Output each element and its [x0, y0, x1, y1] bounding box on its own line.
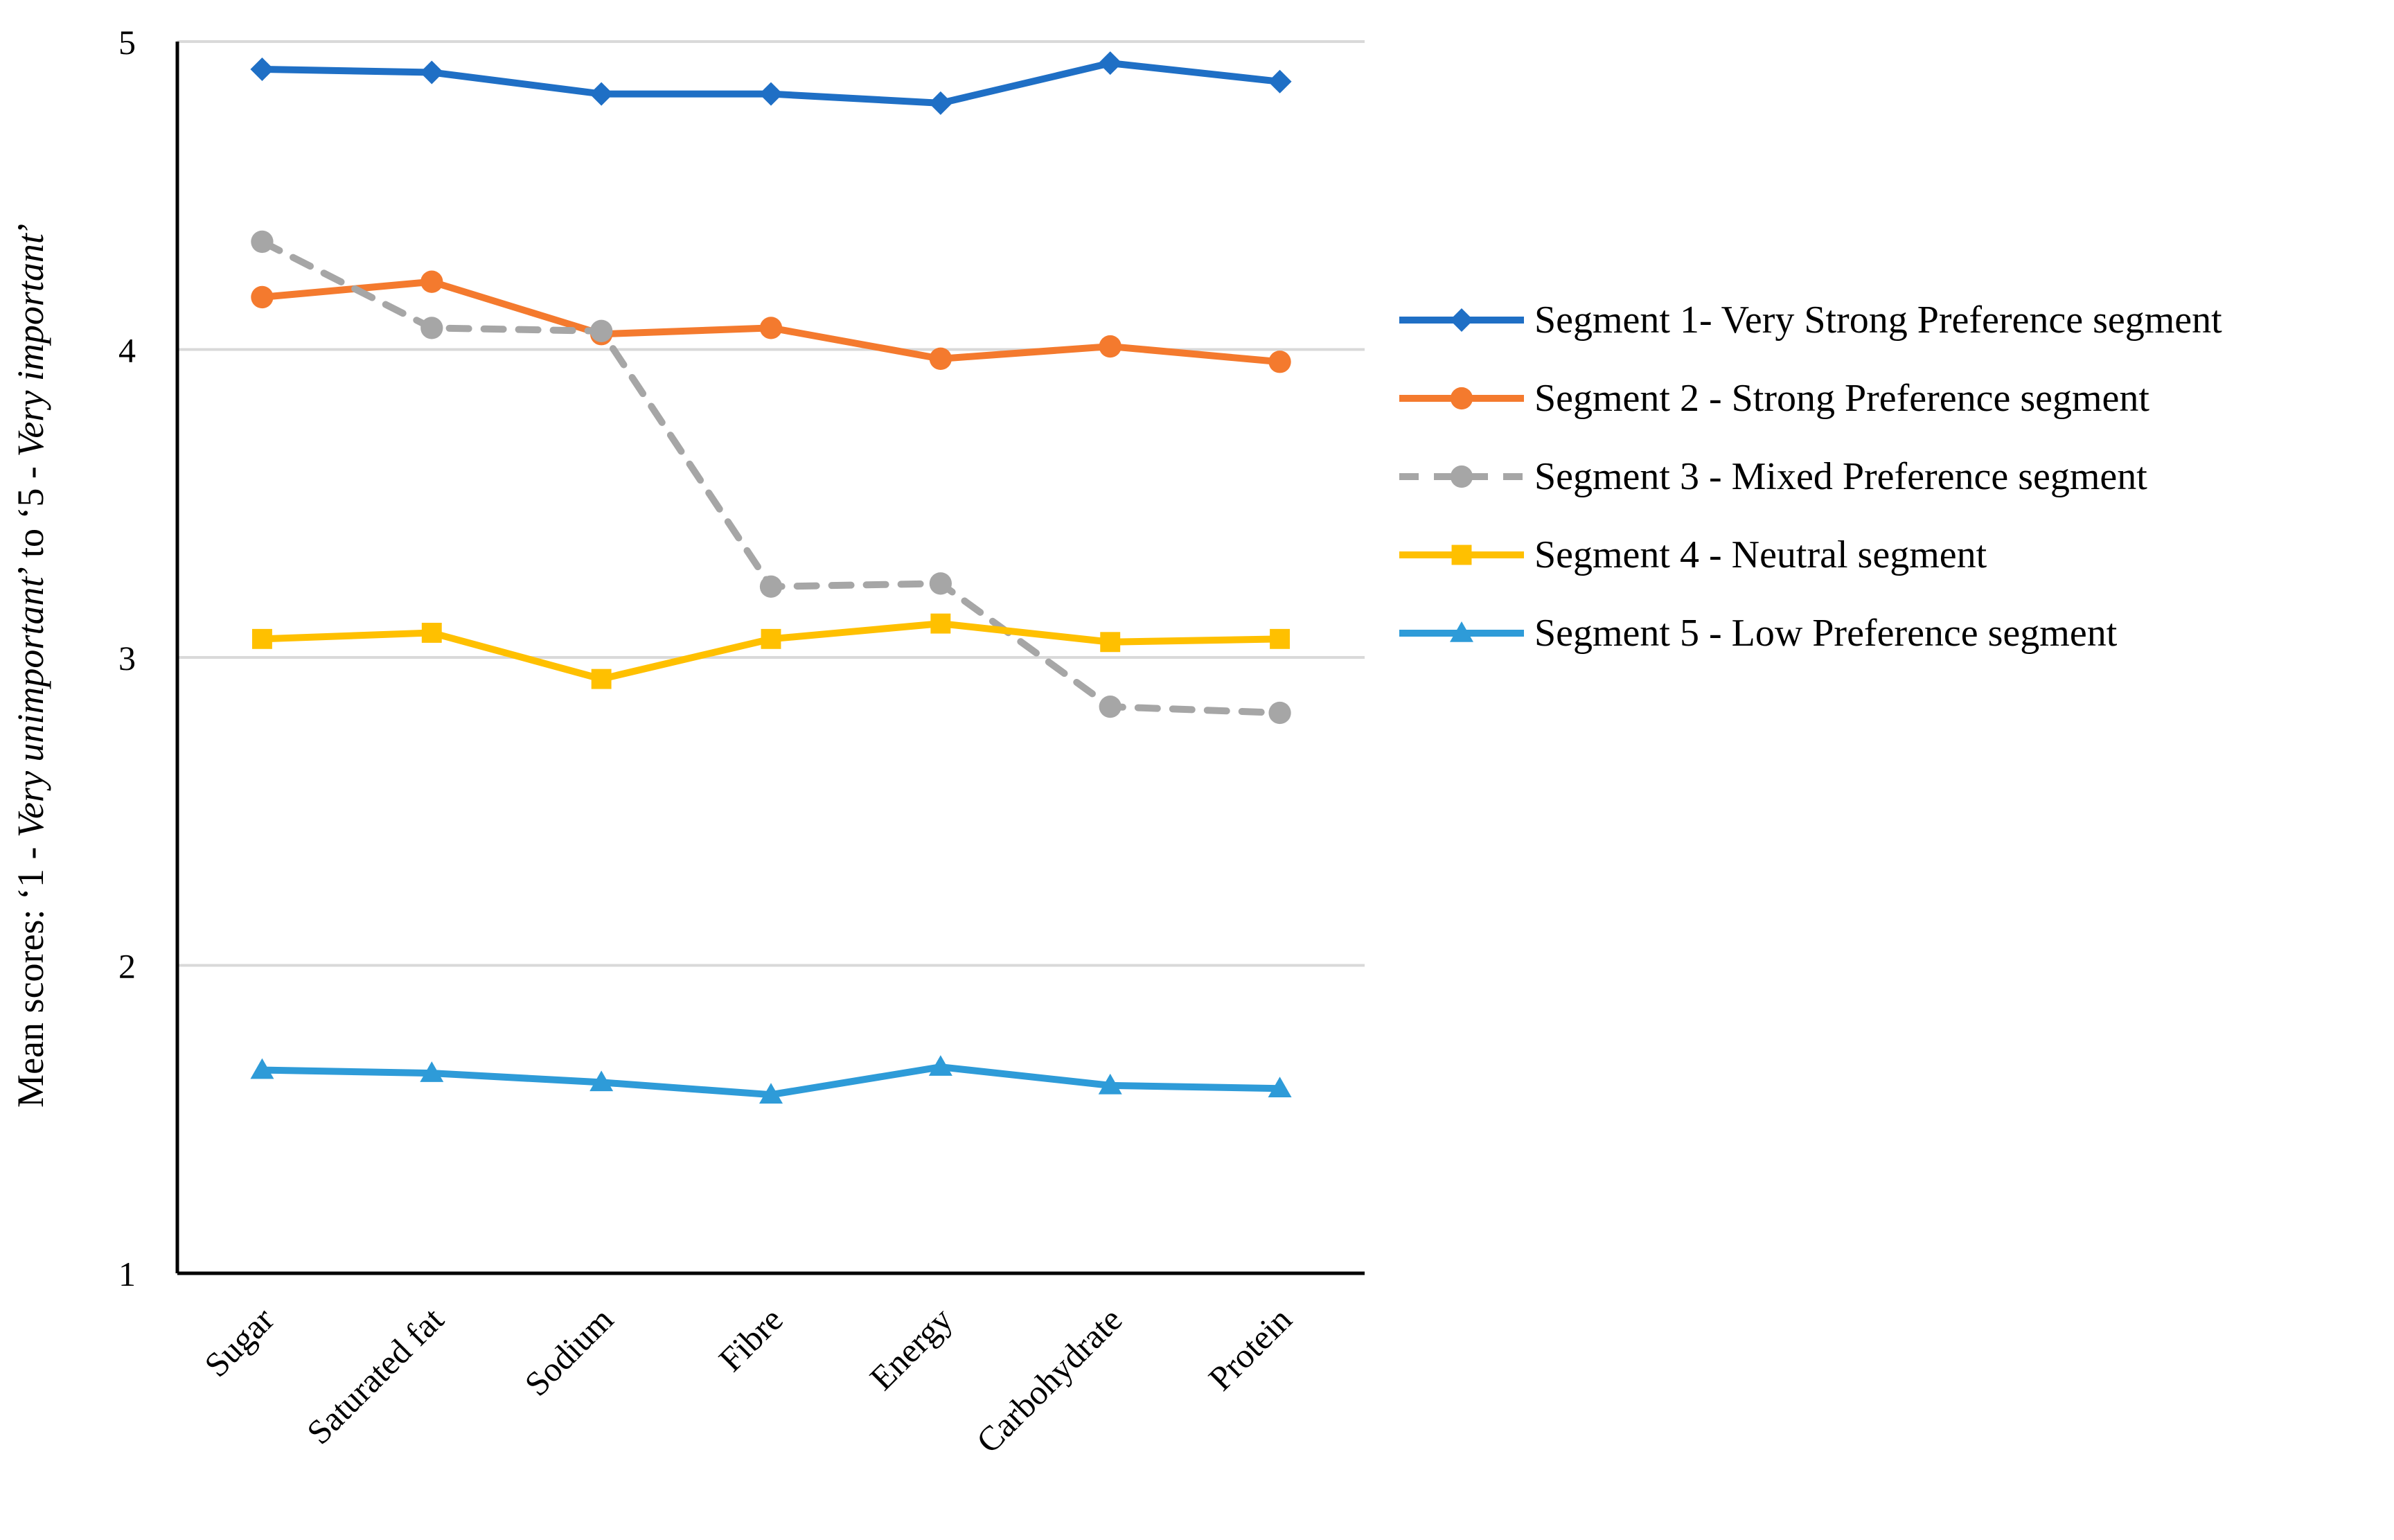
data-point — [1099, 695, 1121, 718]
data-point — [928, 1055, 952, 1076]
legend-entry-3: Segment 3 - Mixed Preference segment — [1399, 455, 2147, 498]
legend-marker — [1450, 387, 1473, 410]
data-point — [928, 91, 952, 115]
data-point — [1098, 1073, 1122, 1095]
data-point — [251, 285, 274, 309]
legend-label: Segment 1- Very Strong Preference segmen… — [1534, 299, 2222, 342]
y-tick-label: 3 — [118, 639, 136, 678]
data-point — [420, 317, 443, 339]
data-point — [1098, 51, 1122, 76]
data-point — [929, 572, 952, 595]
data-point — [251, 230, 274, 254]
data-point — [1270, 628, 1291, 649]
x-tick-label: Saturated fat — [299, 1300, 451, 1451]
data-point — [589, 1070, 614, 1092]
data-point — [251, 628, 272, 649]
legend-label: Segment 5 - Low Preference segment — [1534, 612, 2118, 655]
legend-marker — [1450, 465, 1473, 488]
x-tick-label: Fibre — [711, 1300, 790, 1379]
data-point — [759, 575, 783, 598]
series-2 — [251, 270, 1291, 373]
data-point — [759, 317, 783, 339]
x-tick-label: Protein — [1201, 1300, 1300, 1398]
y-tick-label: 2 — [118, 947, 136, 986]
y-tick-label: 1 — [118, 1255, 136, 1293]
data-point — [591, 669, 612, 689]
data-point — [929, 347, 952, 370]
data-point — [1100, 632, 1121, 653]
series-4 — [251, 613, 1291, 689]
x-tick-label: Sodium — [517, 1300, 621, 1404]
legend-marker — [1450, 621, 1473, 642]
data-point — [1268, 701, 1291, 725]
legend-label: Segment 2 - Strong Preference segment — [1534, 377, 2149, 420]
data-point — [761, 628, 781, 649]
data-point — [589, 82, 614, 106]
data-point — [250, 57, 274, 82]
data-point — [930, 613, 951, 634]
data-point — [759, 82, 783, 106]
x-tick-label: Sugar — [197, 1300, 281, 1384]
legend-entry-5: Segment 5 - Low Preference segment — [1399, 612, 2118, 655]
data-point — [1268, 69, 1292, 94]
data-point — [1268, 1077, 1292, 1098]
x-tick-label: Energy — [862, 1300, 960, 1397]
data-point — [589, 319, 613, 342]
series-5 — [250, 1055, 1292, 1104]
legend-marker — [1451, 545, 1472, 565]
legend-entry-2: Segment 2 - Strong Preference segment — [1399, 377, 2149, 420]
data-point — [420, 60, 444, 85]
legend-label: Segment 4 - Neutral segment — [1534, 533, 1987, 576]
data-point — [1268, 351, 1291, 373]
data-point — [420, 270, 443, 293]
x-tick-label: Carbohydrate — [968, 1300, 1129, 1460]
data-point — [759, 1083, 783, 1104]
y-tick-label: 4 — [118, 331, 136, 370]
legend-label: Segment 3 - Mixed Preference segment — [1534, 455, 2147, 498]
data-point — [420, 1061, 444, 1082]
y-axis-title: Mean scores: ‘1 - Very unimportant’ to ‘… — [10, 221, 51, 1108]
data-point — [421, 622, 442, 643]
legend-marker — [1450, 308, 1473, 332]
legend-entry-1: Segment 1- Very Strong Preference segmen… — [1399, 299, 2222, 342]
series-1 — [250, 51, 1292, 115]
legend-entry-4: Segment 4 - Neutral segment — [1399, 533, 1987, 576]
series-3 — [251, 230, 1291, 725]
y-tick-label: 5 — [118, 23, 136, 62]
data-point — [250, 1058, 274, 1079]
data-point — [1099, 335, 1121, 358]
